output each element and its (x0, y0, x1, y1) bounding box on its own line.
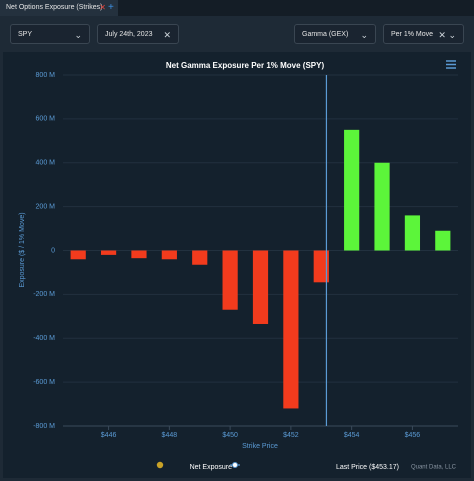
legend-net-exposure[interactable]: Net Exposure (190, 464, 233, 471)
credit: Quant Data, LLC (411, 465, 457, 471)
add-tab[interactable]: + (108, 2, 114, 13)
tab[interactable]: Net Options Exposure (Strikes) ✕ (0, 0, 118, 16)
bar (70, 250, 86, 260)
x-tick-label: $456 (405, 432, 421, 439)
x-axis-label: Strike Price (242, 443, 278, 450)
x-tick-label: $454 (344, 432, 360, 439)
bar (435, 230, 451, 251)
y-tick-label: -200 M (33, 291, 55, 298)
unit-select[interactable]: Per 1% Move ✕ ⌄ (383, 24, 464, 44)
y-tick-label: 800 M (36, 72, 56, 79)
bar (131, 250, 147, 259)
bar (344, 129, 360, 251)
bar (374, 162, 390, 251)
y-axis-label: Exposure ($ / 1% Move) (19, 212, 26, 287)
bar (161, 250, 177, 260)
x-tick-label: $446 (101, 432, 117, 439)
x-tick-label: $452 (283, 432, 299, 439)
legend-last-price[interactable]: Last Price ($453.17) (336, 464, 399, 471)
greek: Gamma (GEX) (302, 31, 349, 38)
bar (404, 215, 421, 251)
y-tick-label: -400 M (33, 335, 55, 342)
date: July 24th, 2023 (105, 31, 153, 38)
greek-select[interactable]: Gamma (GEX) ⌄ (294, 24, 376, 44)
x-tick-label: $448 (162, 432, 178, 439)
chart-title: Net Gamma Exposure Per 1% Move (SPY) (166, 61, 325, 70)
ticker: SPY (18, 31, 33, 38)
menu-icon[interactable] (446, 60, 456, 69)
bar (313, 250, 329, 283)
tab-bar: Net Options Exposure (Strikes) ✕ + (0, 0, 474, 16)
bar (100, 250, 117, 255)
y-tick-label: 0 (51, 247, 55, 254)
bar (252, 250, 269, 324)
close-tab[interactable]: ✕ (99, 3, 106, 12)
bar (222, 250, 238, 310)
y-tick-label: -600 M (33, 379, 55, 386)
x-tick-label: $450 (222, 432, 238, 439)
legend-marker (232, 462, 238, 468)
legend-marker (156, 461, 164, 469)
ticker-select[interactable]: SPY ⌄ (10, 24, 90, 44)
y-tick-label: 400 M (36, 160, 56, 167)
chart: Net Gamma Exposure Per 1% Move (SPY) Exp… (3, 52, 471, 478)
bar (283, 250, 299, 409)
y-tick-label: -800 M (33, 423, 55, 430)
date-input[interactable]: July 24th, 2023 ✕ (97, 24, 179, 44)
unit: Per 1% Move (391, 31, 434, 38)
bar (192, 250, 208, 265)
y-tick-label: 200 M (36, 203, 56, 210)
tab-title: Net Options Exposure (Strikes) (6, 4, 103, 11)
y-tick-label: 600 M (36, 116, 56, 123)
